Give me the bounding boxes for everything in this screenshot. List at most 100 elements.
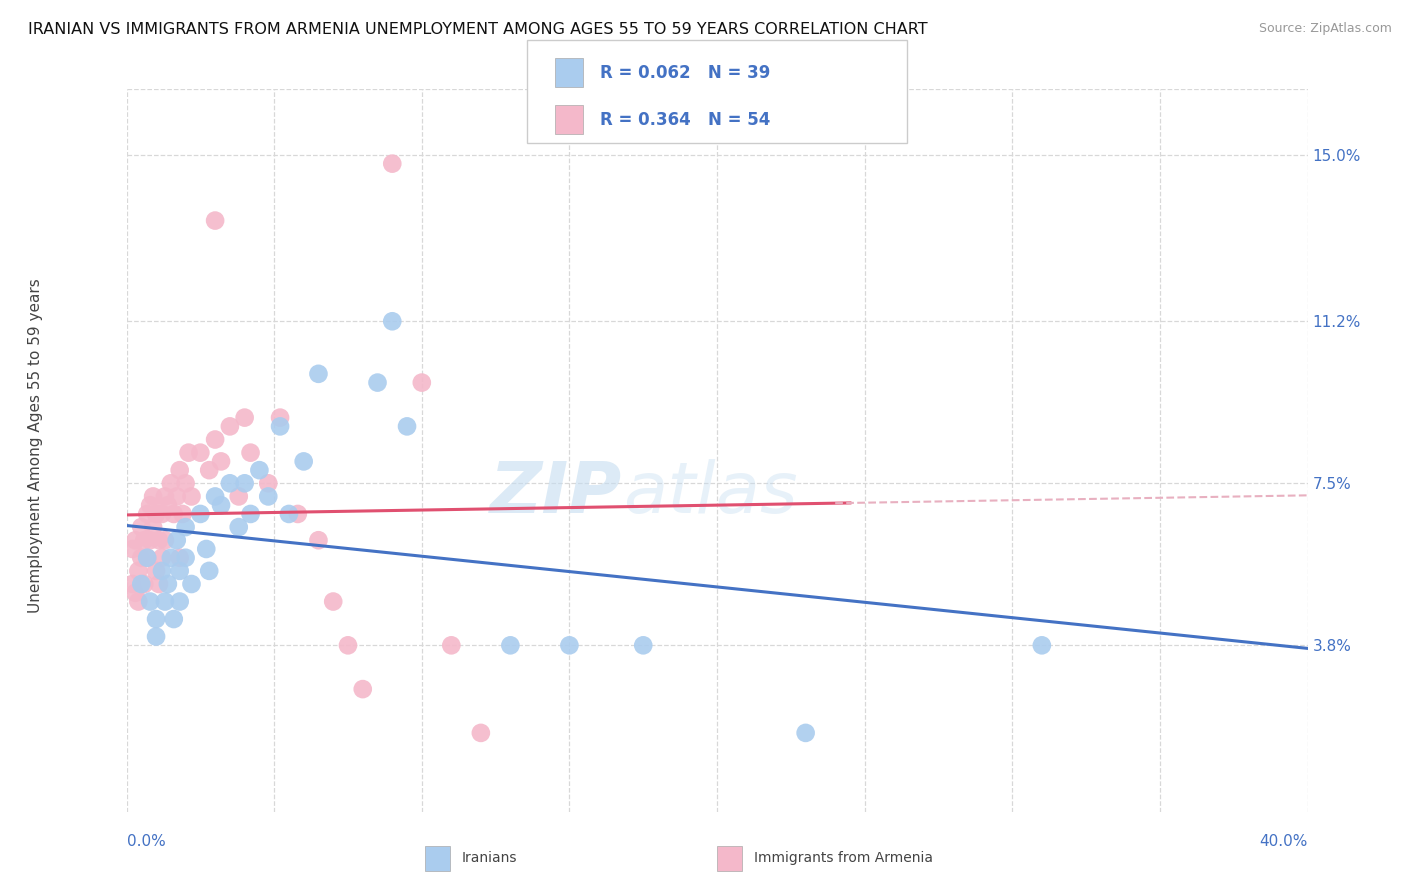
Point bbox=[337, 638, 360, 652]
Point bbox=[308, 367, 330, 381]
Point bbox=[180, 577, 202, 591]
Point bbox=[142, 490, 165, 504]
Point bbox=[499, 638, 522, 652]
Point bbox=[145, 612, 167, 626]
Point bbox=[198, 463, 221, 477]
Point bbox=[219, 476, 242, 491]
Point bbox=[139, 594, 162, 608]
Point bbox=[136, 550, 159, 565]
Point bbox=[228, 520, 250, 534]
Point bbox=[136, 550, 159, 565]
Point bbox=[411, 376, 433, 390]
Point bbox=[156, 577, 179, 591]
Point bbox=[136, 507, 159, 521]
Point bbox=[129, 577, 153, 591]
Point bbox=[174, 476, 197, 491]
Text: IRANIAN VS IMMIGRANTS FROM ARMENIA UNEMPLOYMENT AMONG AGES 55 TO 59 YEARS CORREL: IRANIAN VS IMMIGRANTS FROM ARMENIA UNEMP… bbox=[28, 22, 928, 37]
Point bbox=[367, 376, 389, 390]
Point bbox=[124, 533, 146, 548]
Point bbox=[269, 410, 291, 425]
Text: ZIP: ZIP bbox=[491, 459, 623, 528]
Point bbox=[228, 490, 250, 504]
Point bbox=[169, 463, 191, 477]
Point bbox=[121, 541, 143, 556]
Point bbox=[121, 577, 143, 591]
Point bbox=[169, 594, 191, 608]
Point bbox=[134, 577, 156, 591]
Text: Iranians: Iranians bbox=[461, 851, 516, 865]
Text: R = 0.364   N = 54: R = 0.364 N = 54 bbox=[600, 111, 770, 128]
Text: atlas: atlas bbox=[623, 459, 797, 528]
Point bbox=[148, 533, 170, 548]
Point bbox=[145, 630, 167, 644]
Point bbox=[129, 550, 153, 565]
Point bbox=[166, 533, 188, 548]
Point bbox=[134, 533, 156, 548]
Point bbox=[177, 445, 200, 459]
Point bbox=[127, 564, 149, 578]
Point bbox=[440, 638, 463, 652]
Point bbox=[169, 564, 191, 578]
Point bbox=[278, 507, 301, 521]
Point bbox=[150, 564, 173, 578]
Point bbox=[308, 533, 330, 548]
Point bbox=[322, 594, 344, 608]
Point bbox=[139, 498, 162, 512]
Point bbox=[292, 454, 315, 468]
Point bbox=[145, 507, 167, 521]
Point bbox=[558, 638, 581, 652]
Point bbox=[352, 682, 374, 697]
Text: Unemployment Among Ages 55 to 59 years: Unemployment Among Ages 55 to 59 years bbox=[28, 278, 42, 614]
Point bbox=[257, 490, 280, 504]
Point bbox=[180, 490, 202, 504]
Point bbox=[172, 507, 194, 521]
Point bbox=[209, 454, 232, 468]
Point bbox=[396, 419, 419, 434]
Point bbox=[204, 490, 226, 504]
Text: Source: ZipAtlas.com: Source: ZipAtlas.com bbox=[1258, 22, 1392, 36]
Point bbox=[381, 314, 404, 328]
Point bbox=[269, 419, 291, 434]
Point bbox=[124, 586, 146, 600]
Point bbox=[195, 541, 218, 556]
Point bbox=[139, 533, 162, 548]
Point bbox=[166, 490, 188, 504]
Point bbox=[145, 564, 167, 578]
Point bbox=[153, 533, 176, 548]
Point bbox=[169, 550, 191, 565]
Point bbox=[470, 726, 492, 740]
Text: 40.0%: 40.0% bbox=[1260, 834, 1308, 849]
Point bbox=[287, 507, 309, 521]
Point bbox=[188, 507, 212, 521]
Point bbox=[633, 638, 655, 652]
Point bbox=[174, 520, 197, 534]
Point bbox=[148, 577, 170, 591]
Text: Immigrants from Armenia: Immigrants from Armenia bbox=[754, 851, 932, 865]
Point bbox=[233, 476, 256, 491]
Point bbox=[249, 463, 271, 477]
Point bbox=[198, 564, 221, 578]
Point bbox=[150, 550, 173, 565]
Point bbox=[239, 507, 262, 521]
Point bbox=[129, 520, 153, 534]
Point bbox=[142, 520, 165, 534]
Point bbox=[209, 498, 232, 512]
Point bbox=[127, 594, 149, 608]
Text: R = 0.062   N = 39: R = 0.062 N = 39 bbox=[600, 63, 770, 82]
Point bbox=[219, 419, 242, 434]
Point bbox=[794, 726, 817, 740]
Text: 0.0%: 0.0% bbox=[127, 834, 166, 849]
Point bbox=[153, 490, 176, 504]
Point bbox=[153, 594, 176, 608]
Point bbox=[204, 213, 226, 227]
Point bbox=[257, 476, 280, 491]
Point bbox=[239, 445, 262, 459]
Point bbox=[163, 612, 186, 626]
Point bbox=[381, 156, 404, 170]
Point bbox=[150, 507, 173, 521]
Point bbox=[1031, 638, 1053, 652]
Point bbox=[204, 433, 226, 447]
Point bbox=[163, 507, 186, 521]
Point bbox=[160, 476, 183, 491]
Point bbox=[233, 410, 256, 425]
